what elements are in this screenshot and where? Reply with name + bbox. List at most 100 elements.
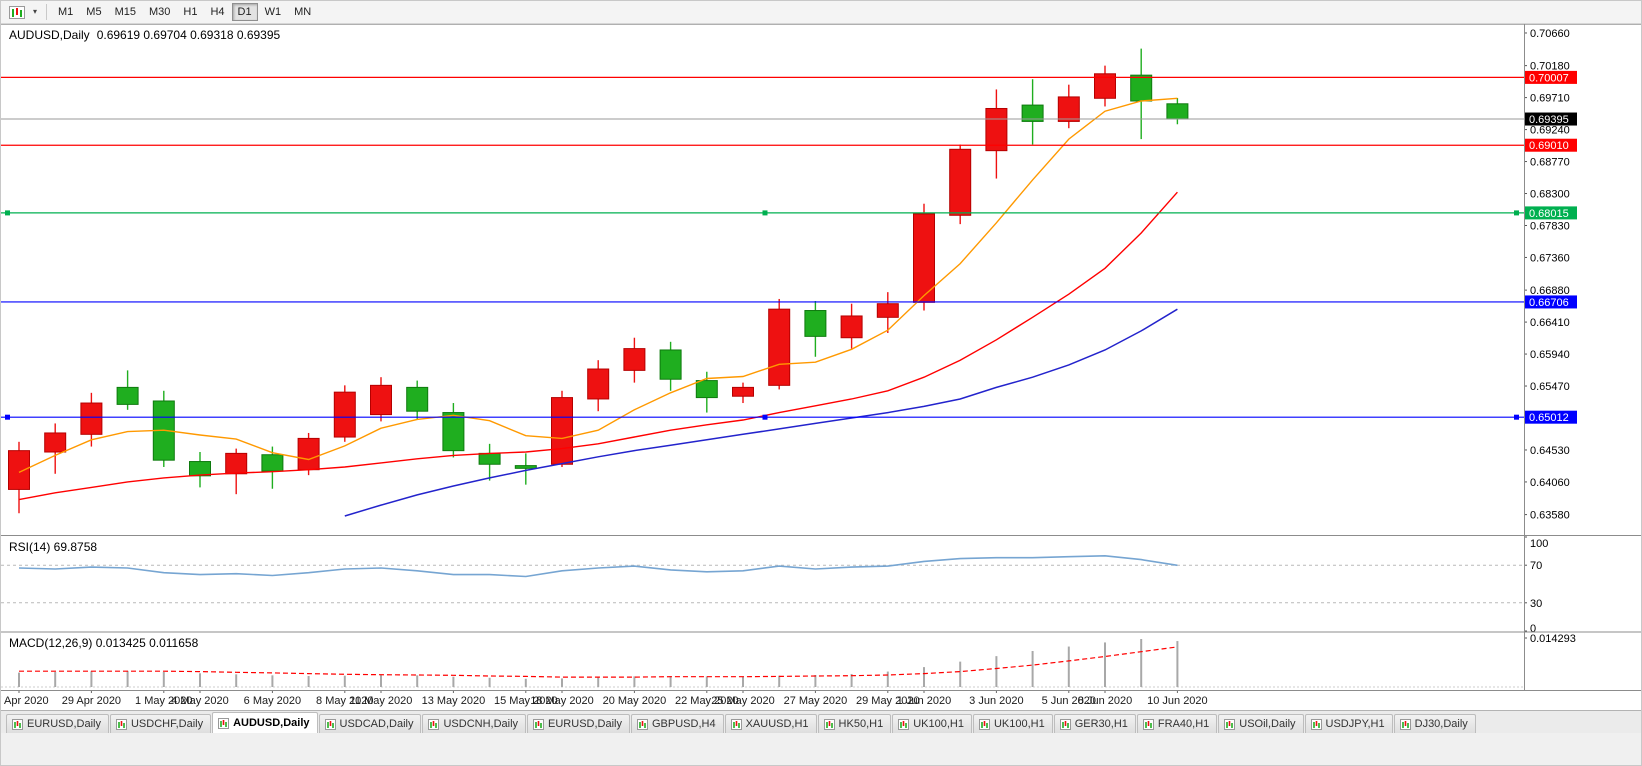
tab-chart-icon [1224, 718, 1236, 730]
chart-tab-usoil-daily[interactable]: USOil,Daily [1218, 714, 1304, 733]
tab-label: DJ30,Daily [1414, 718, 1468, 730]
svg-text:1 Jun 2020: 1 Jun 2020 [897, 695, 951, 707]
tab-label: EURUSD,Daily [27, 718, 101, 730]
tab-label: EURUSD,Daily [548, 718, 622, 730]
svg-text:22 May 2020: 22 May 2020 [675, 695, 739, 707]
svg-text:0.014293: 0.014293 [1530, 633, 1576, 645]
svg-text:0.70180: 0.70180 [1530, 61, 1570, 73]
timeframe-button-H4[interactable]: H4 [204, 3, 230, 21]
svg-text:27 May 2020: 27 May 2020 [784, 695, 848, 707]
svg-text:0.67830: 0.67830 [1530, 220, 1570, 232]
tab-chart-icon [1310, 718, 1322, 730]
timeframe-toolbar: ▾ M1 M5 M15 M30 H1 H4 D1 W1 MN [1, 1, 1641, 24]
svg-text:0.70007: 0.70007 [1529, 72, 1569, 84]
timeframe-button-M30[interactable]: M30 [143, 3, 176, 21]
tab-chart-icon [1399, 718, 1411, 730]
svg-text:29 May 2020: 29 May 2020 [856, 695, 920, 707]
tab-label: USDCAD,Daily [339, 718, 414, 730]
chart-type-dropdown-arrow-icon[interactable]: ▾ [33, 7, 38, 16]
timeframe-button-M15[interactable]: M15 [109, 3, 142, 21]
svg-text:0.68300: 0.68300 [1530, 189, 1570, 201]
chart-ohlc-values: 0.69619 0.69704 0.69318 0.69395 [96, 28, 281, 42]
chart-tab-fra40-h1[interactable]: FRA40,H1 [1136, 714, 1218, 733]
chart-tab-ger30-h1[interactable]: GER30,H1 [1053, 714, 1136, 733]
chart-tab-usdcnh-daily[interactable]: USDCNH,Daily [422, 714, 527, 733]
svg-text:1 May 2020: 1 May 2020 [135, 695, 192, 707]
tab-chart-icon [823, 718, 835, 730]
chart-type-icon[interactable] [5, 2, 29, 22]
tab-label: USDCNH,Daily [443, 718, 519, 730]
rsi-indicator-label: RSI(14) 69.8758 [9, 540, 98, 554]
svg-text:30: 30 [1530, 598, 1542, 610]
svg-text:0.68015: 0.68015 [1529, 208, 1569, 220]
moving-averages [18, 97, 1178, 517]
candlestick-chart-icon [9, 5, 25, 19]
svg-text:0.70660: 0.70660 [1530, 28, 1570, 40]
svg-text:0.64060: 0.64060 [1530, 477, 1570, 489]
tab-chart-icon [1142, 718, 1154, 730]
svg-text:70: 70 [1530, 560, 1542, 572]
tab-chart-icon [115, 718, 127, 730]
svg-text:15 May 2020: 15 May 2020 [494, 695, 558, 707]
svg-text:0.65012: 0.65012 [1529, 412, 1569, 424]
tab-label: USDJPY,H1 [1325, 718, 1385, 730]
horizontal-line-objects[interactable] [1, 76, 1524, 420]
chart-symbol-period: AUDUSD,Daily [9, 28, 90, 42]
chart-tab-audusd-daily[interactable]: AUDUSD,Daily [212, 712, 318, 733]
svg-text:13 May 2020: 13 May 2020 [422, 695, 486, 707]
chart-tab-eurusd-daily[interactable]: EURUSD,Daily [527, 714, 630, 733]
svg-text:11 May 2020: 11 May 2020 [350, 695, 413, 707]
timeframe-button-H1[interactable]: H1 [177, 3, 203, 21]
tab-chart-icon [1059, 718, 1071, 730]
chart-tab-hk50-h1[interactable]: HK50,H1 [817, 714, 892, 733]
svg-text:100: 100 [1530, 538, 1548, 550]
tab-chart-icon [324, 718, 336, 730]
svg-text:3 Jun 2020: 3 Jun 2020 [969, 695, 1023, 707]
chart-tab-eurusd-daily[interactable]: EURUSD,Daily [6, 714, 109, 733]
timeframe-button-M5[interactable]: M5 [80, 3, 107, 21]
price-axis-labels[interactable]: 0.70007 0.69010 0.68015 0.66706 0.65012 0.693… [1525, 70, 1577, 424]
chart-tab-gbpusd-h4[interactable]: GBPUSD,H4 [631, 714, 724, 733]
svg-text:0.64530: 0.64530 [1530, 445, 1570, 457]
svg-text:18 May 2020: 18 May 2020 [530, 695, 594, 707]
chart-title: AUDUSD,Daily 0.69619 0.69704 0.69318 0.69… [9, 28, 280, 42]
price-axis-ticks[interactable]: 0.70660 0.70180 0.69710 0.69240 0.68770 0.683… [1524, 28, 1570, 522]
chart-tab-xauusd-h1[interactable]: XAUUSD,H1 [724, 714, 817, 733]
tab-chart-icon [730, 718, 742, 730]
svg-text:0.65940: 0.65940 [1530, 349, 1570, 361]
chart-tab-usdjpy-h1[interactable]: USDJPY,H1 [1304, 714, 1393, 733]
svg-text:0.68770: 0.68770 [1530, 157, 1570, 169]
chart-tab-usdchf-daily[interactable]: USDCHF,Daily [109, 714, 212, 733]
svg-text:0.65470: 0.65470 [1530, 381, 1570, 393]
tab-label: UK100,H1 [913, 718, 964, 730]
chart-tab-usdcad-daily[interactable]: USDCAD,Daily [318, 714, 422, 733]
rsi-panel: 100 70 30 0 [1, 536, 1548, 635]
tab-chart-icon [978, 718, 990, 730]
svg-text:0.66410: 0.66410 [1530, 317, 1570, 329]
chart-tab-uk100-h1[interactable]: UK100,H1 [892, 714, 972, 733]
svg-text:25 May 2020: 25 May 2020 [711, 695, 775, 707]
tab-label: GER30,H1 [1074, 718, 1128, 730]
timeframe-button-M1[interactable]: M1 [52, 3, 79, 21]
svg-text:10 Jun 2020: 10 Jun 2020 [1147, 695, 1208, 707]
svg-text:8 May 2020: 8 May 2020 [316, 695, 373, 707]
svg-text:0.63580: 0.63580 [1530, 510, 1570, 522]
tab-label: USDCHF,Daily [130, 718, 204, 730]
timeframe-button-MN[interactable]: MN [288, 3, 317, 21]
tab-label: AUDUSD,Daily [233, 717, 310, 729]
chart-tab-dj30-daily[interactable]: DJ30,Daily [1393, 714, 1476, 733]
timeframe-button-D1[interactable]: D1 [231, 3, 258, 21]
svg-text:0: 0 [1530, 623, 1536, 635]
tab-label: HK50,H1 [838, 718, 884, 730]
tab-label: UK100,H1 [993, 718, 1045, 730]
svg-text:0.69010: 0.69010 [1529, 140, 1569, 152]
chart-area[interactable]: 0.70660 0.70180 0.69710 0.69240 0.68770 0.683… [1, 24, 1642, 710]
macd-panel: 0.014293 [1, 633, 1576, 688]
svg-text:5 Jun 2020: 5 Jun 2020 [1042, 695, 1096, 707]
tab-label: FRA40,H1 [1157, 718, 1210, 730]
timeframe-button-W1[interactable]: W1 [259, 3, 288, 21]
chart-canvas[interactable]: 0.70660 0.70180 0.69710 0.69240 0.68770 0.683… [1, 24, 1642, 710]
chart-tab-uk100-h1[interactable]: UK100,H1 [972, 714, 1053, 733]
tab-label: GBPUSD,H4 [652, 718, 716, 730]
